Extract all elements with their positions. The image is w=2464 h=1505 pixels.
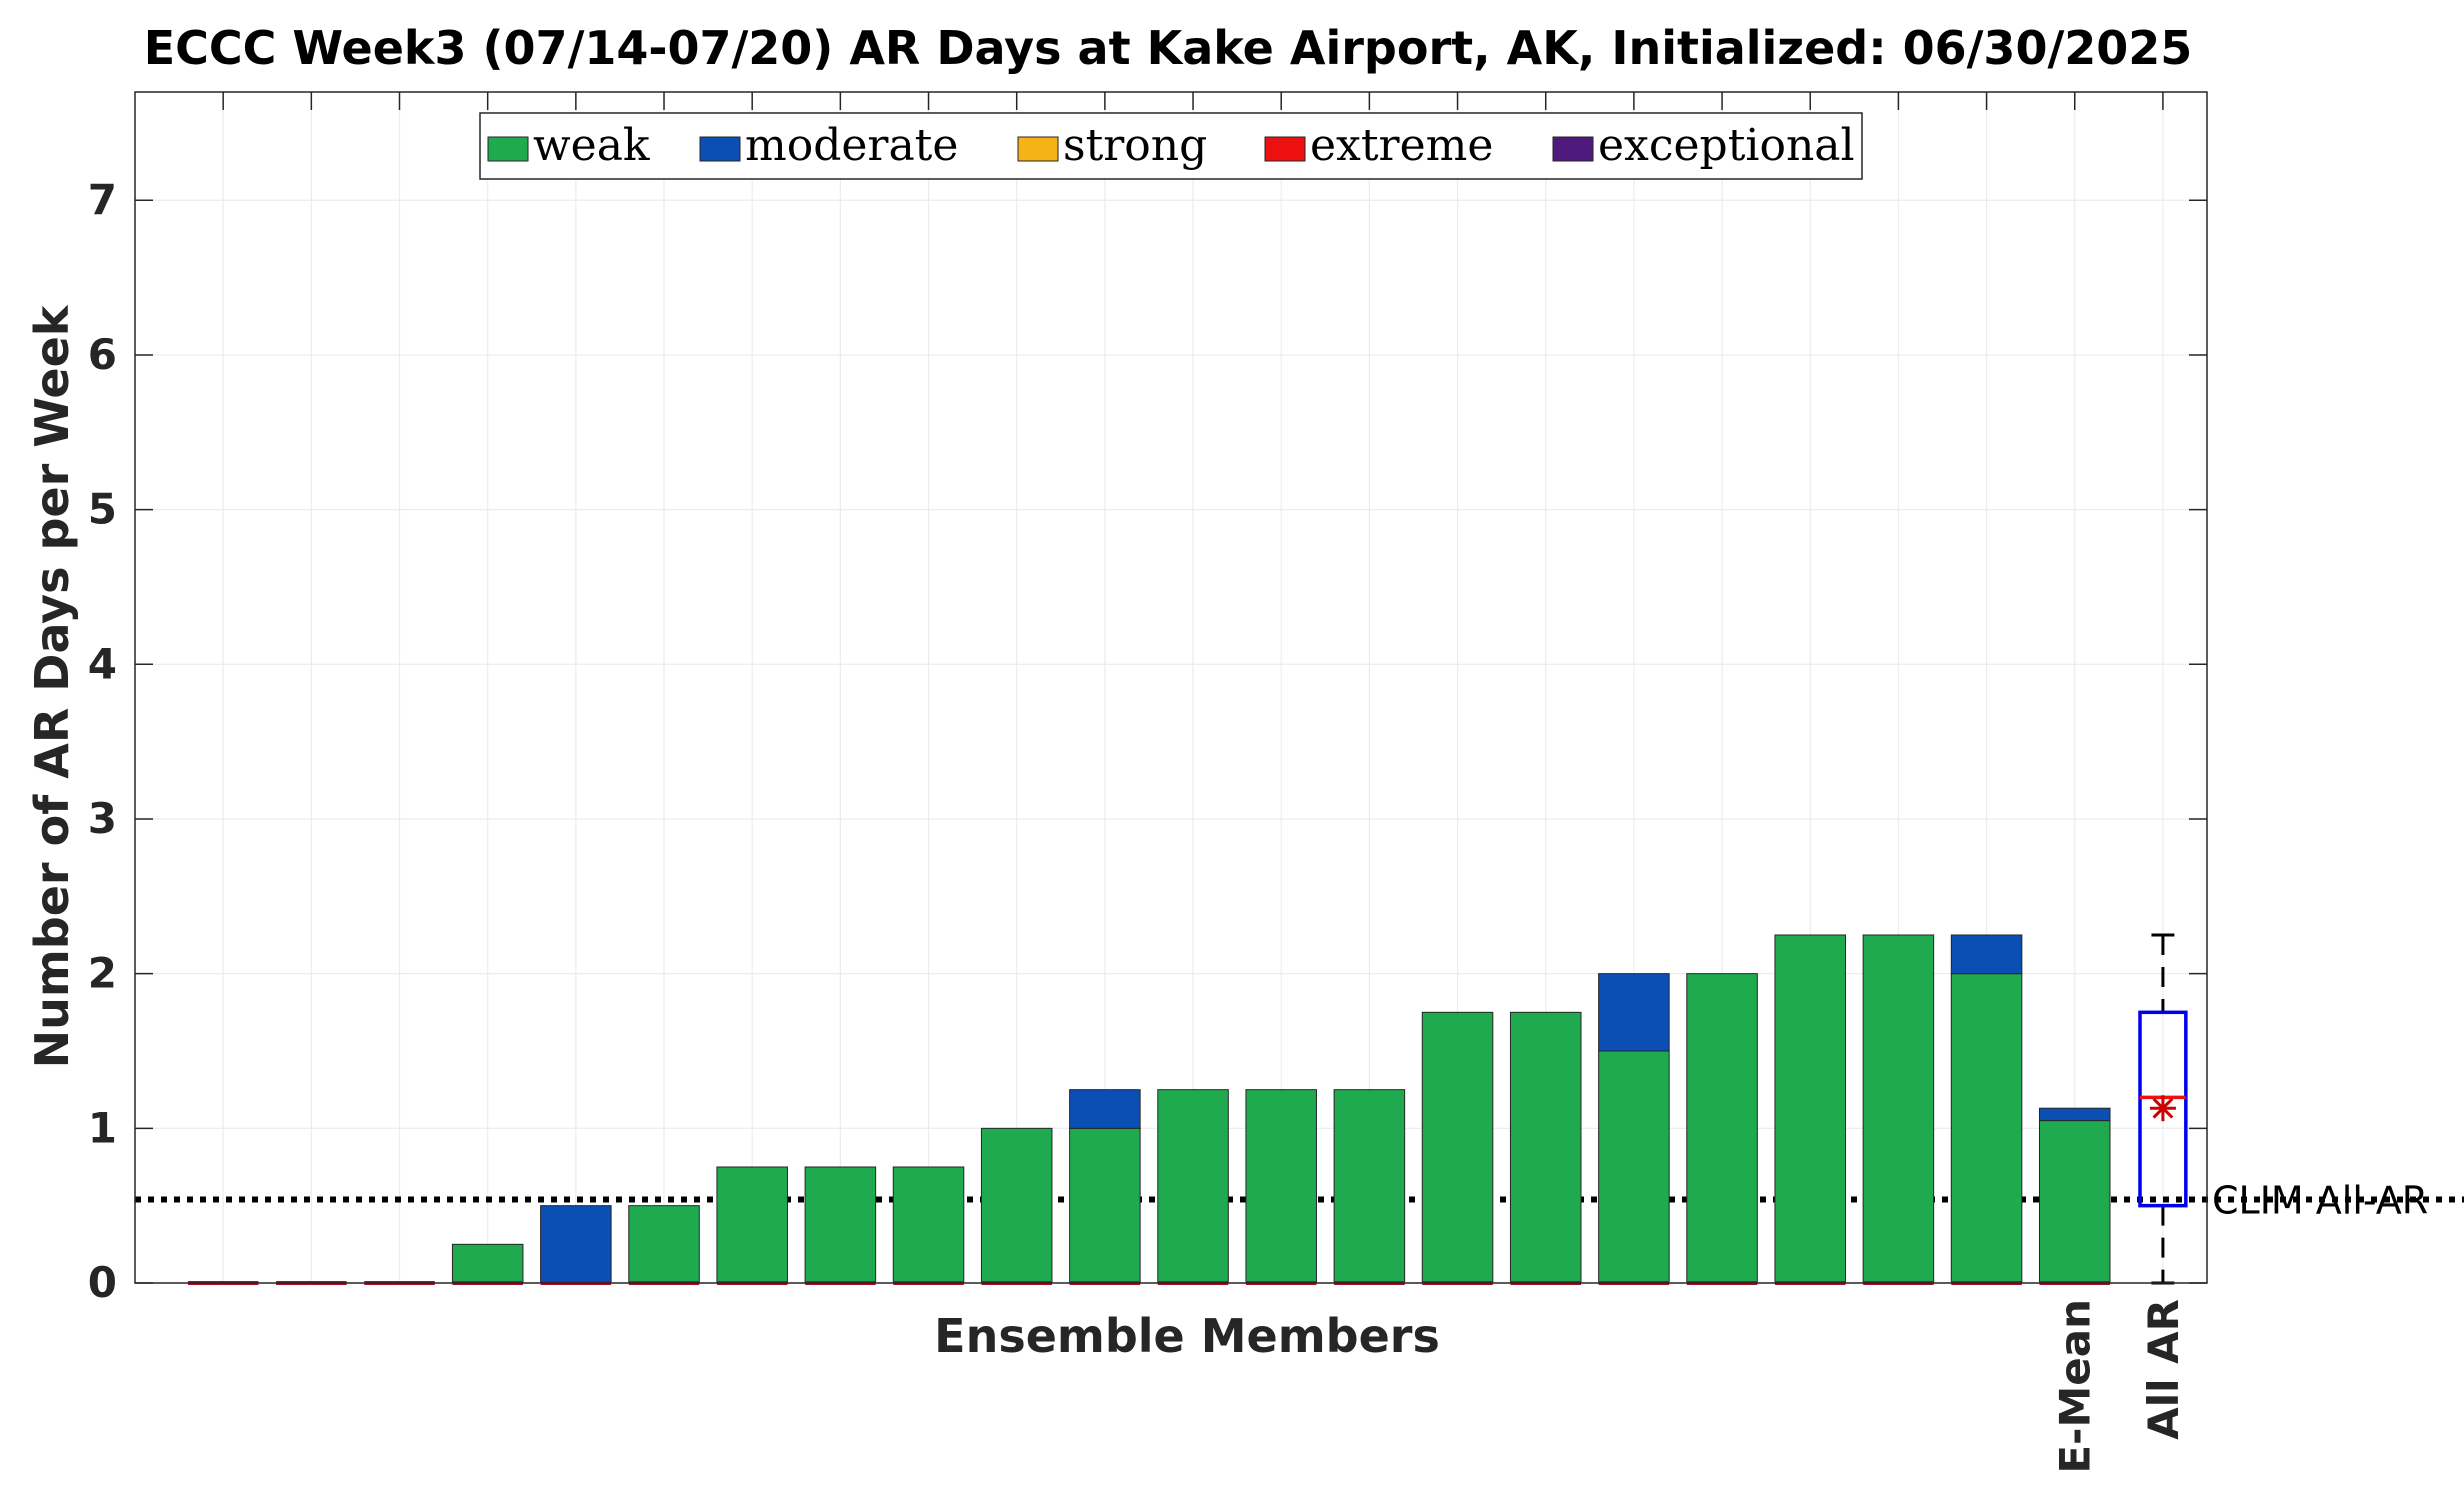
y-tick-label: 4 (88, 639, 117, 688)
all-ar-boxplot (2138, 933, 2188, 1285)
legend-label-weak: weak (533, 120, 650, 171)
legend-swatch-weak (487, 136, 529, 162)
box-iqr (2138, 1010, 2188, 1208)
mean-asterisk-stroke (2152, 1097, 2174, 1119)
plot-frame (134, 91, 2208, 1284)
legend-swatch-moderate (699, 136, 741, 162)
x-axis-label: Ensemble Members (934, 1309, 1440, 1363)
x-tick-label: E-Mean (2051, 1299, 2100, 1474)
plot-area (135, 92, 2207, 1283)
bars (451, 934, 2111, 1284)
legend-label-moderate: moderate (745, 120, 958, 171)
bar-segment-weak (716, 1166, 788, 1284)
legend-swatch-strong (1017, 136, 1059, 162)
bar-segment-weak (1686, 973, 1758, 1284)
legend-label-strong: strong (1063, 120, 1207, 171)
bar-segment-weak (1862, 934, 1935, 1284)
bar-segment-weak (1157, 1089, 1229, 1284)
bar-segment-weak (1245, 1089, 1317, 1284)
bar-segment-moderate (1598, 973, 1670, 1052)
y-tick-label: 1 (88, 1103, 117, 1152)
bar-segment-weak (451, 1243, 524, 1284)
grid (135, 92, 2207, 1284)
y-tick-label: 2 (88, 949, 117, 998)
bar-segment-weak (1333, 1089, 1406, 1284)
bar-segment-weak (2038, 1120, 2111, 1284)
bar-segment-moderate (1950, 934, 2023, 975)
legend-swatch-exceptional (1552, 136, 1594, 162)
legend-label-extreme: extreme (1310, 120, 1493, 171)
bar-segment-weak (1509, 1011, 1582, 1284)
legend-label-exceptional: exceptional (1598, 120, 1855, 171)
legend-swatch-extreme (1264, 136, 1306, 162)
climatology-label: CLIM All-AR (2212, 1178, 2428, 1222)
bar-segment-weak (1950, 973, 2023, 1284)
bar-segment-moderate (2038, 1107, 2111, 1122)
bar-segment-weak (1774, 934, 1847, 1284)
legend: weak moderate strong extreme exceptional (479, 112, 1863, 180)
y-tick-label: 6 (88, 330, 117, 379)
bar-segment-weak (892, 1166, 965, 1284)
y-tick-label: 7 (88, 175, 117, 224)
bar-segment-moderate (540, 1205, 612, 1284)
bar-segment-weak (1598, 1050, 1670, 1284)
bar-segment-weak (628, 1205, 700, 1284)
y-axis-ticks: 0 1 2 3 4 5 6 7 (88, 175, 2207, 1307)
y-tick-label: 5 (88, 485, 117, 534)
x-tick-label: All AR (2139, 1299, 2188, 1440)
bar-segment-weak (1069, 1127, 1141, 1284)
y-tick-label: 3 (88, 794, 117, 843)
y-axis-label: Number of AR Days per Week (25, 304, 79, 1068)
bar-segment-weak (980, 1127, 1053, 1284)
bar-segment-weak (804, 1166, 877, 1284)
bar-segment-weak (1421, 1011, 1494, 1284)
chart-title: ECCC Week3 (07/14-07/20) AR Days at Kake… (144, 21, 2193, 75)
bar-segment-moderate (1069, 1089, 1141, 1129)
y-tick-label: 0 (88, 1258, 117, 1307)
x-axis-ticks: E-Mean All AR (222, 92, 2188, 1474)
